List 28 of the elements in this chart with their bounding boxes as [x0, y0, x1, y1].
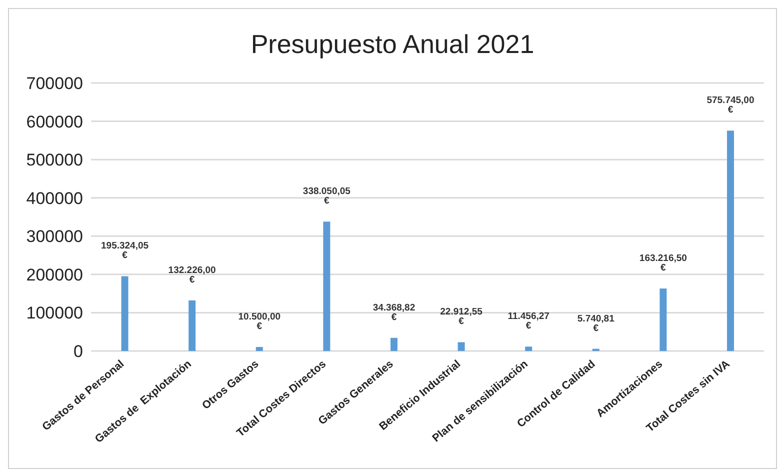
- y-tick-label: 100000: [26, 304, 83, 323]
- data-label: 163.216,50 €: [639, 253, 687, 274]
- bar: [323, 222, 330, 351]
- y-tick-label: 300000: [26, 227, 83, 246]
- data-label: 22.912,55 €: [440, 306, 484, 328]
- data-label: 5.740,81 €: [577, 313, 616, 334]
- bar: [525, 346, 532, 351]
- y-tick-label: 700000: [26, 74, 83, 94]
- data-label: 10.500,00 €: [238, 311, 281, 332]
- bar: [188, 300, 196, 351]
- y-tick-label: 500000: [26, 150, 83, 170]
- data-label: 34.368,82 €: [372, 302, 416, 323]
- bar: [256, 346, 263, 351]
- y-tick-label: 400000: [26, 188, 83, 208]
- y-tick-label: 0: [74, 342, 83, 362]
- data-label: 575.745,00 €: [706, 95, 754, 116]
- data-label: 11.456,27 €: [508, 311, 550, 332]
- y-tick-label: 200000: [26, 265, 83, 284]
- y-tick-label: 600000: [26, 112, 83, 132]
- bar: [121, 276, 128, 351]
- data-label: 132.226,00 €: [168, 264, 216, 286]
- chart-title: Presupuesto Anual 2021: [250, 29, 536, 61]
- bar: [660, 288, 667, 351]
- bar: [390, 338, 398, 351]
- data-label: 195.324,05 €: [101, 240, 150, 262]
- bar: [726, 130, 734, 351]
- data-label: 338.050,05 €: [302, 186, 352, 207]
- bar: [458, 342, 465, 351]
